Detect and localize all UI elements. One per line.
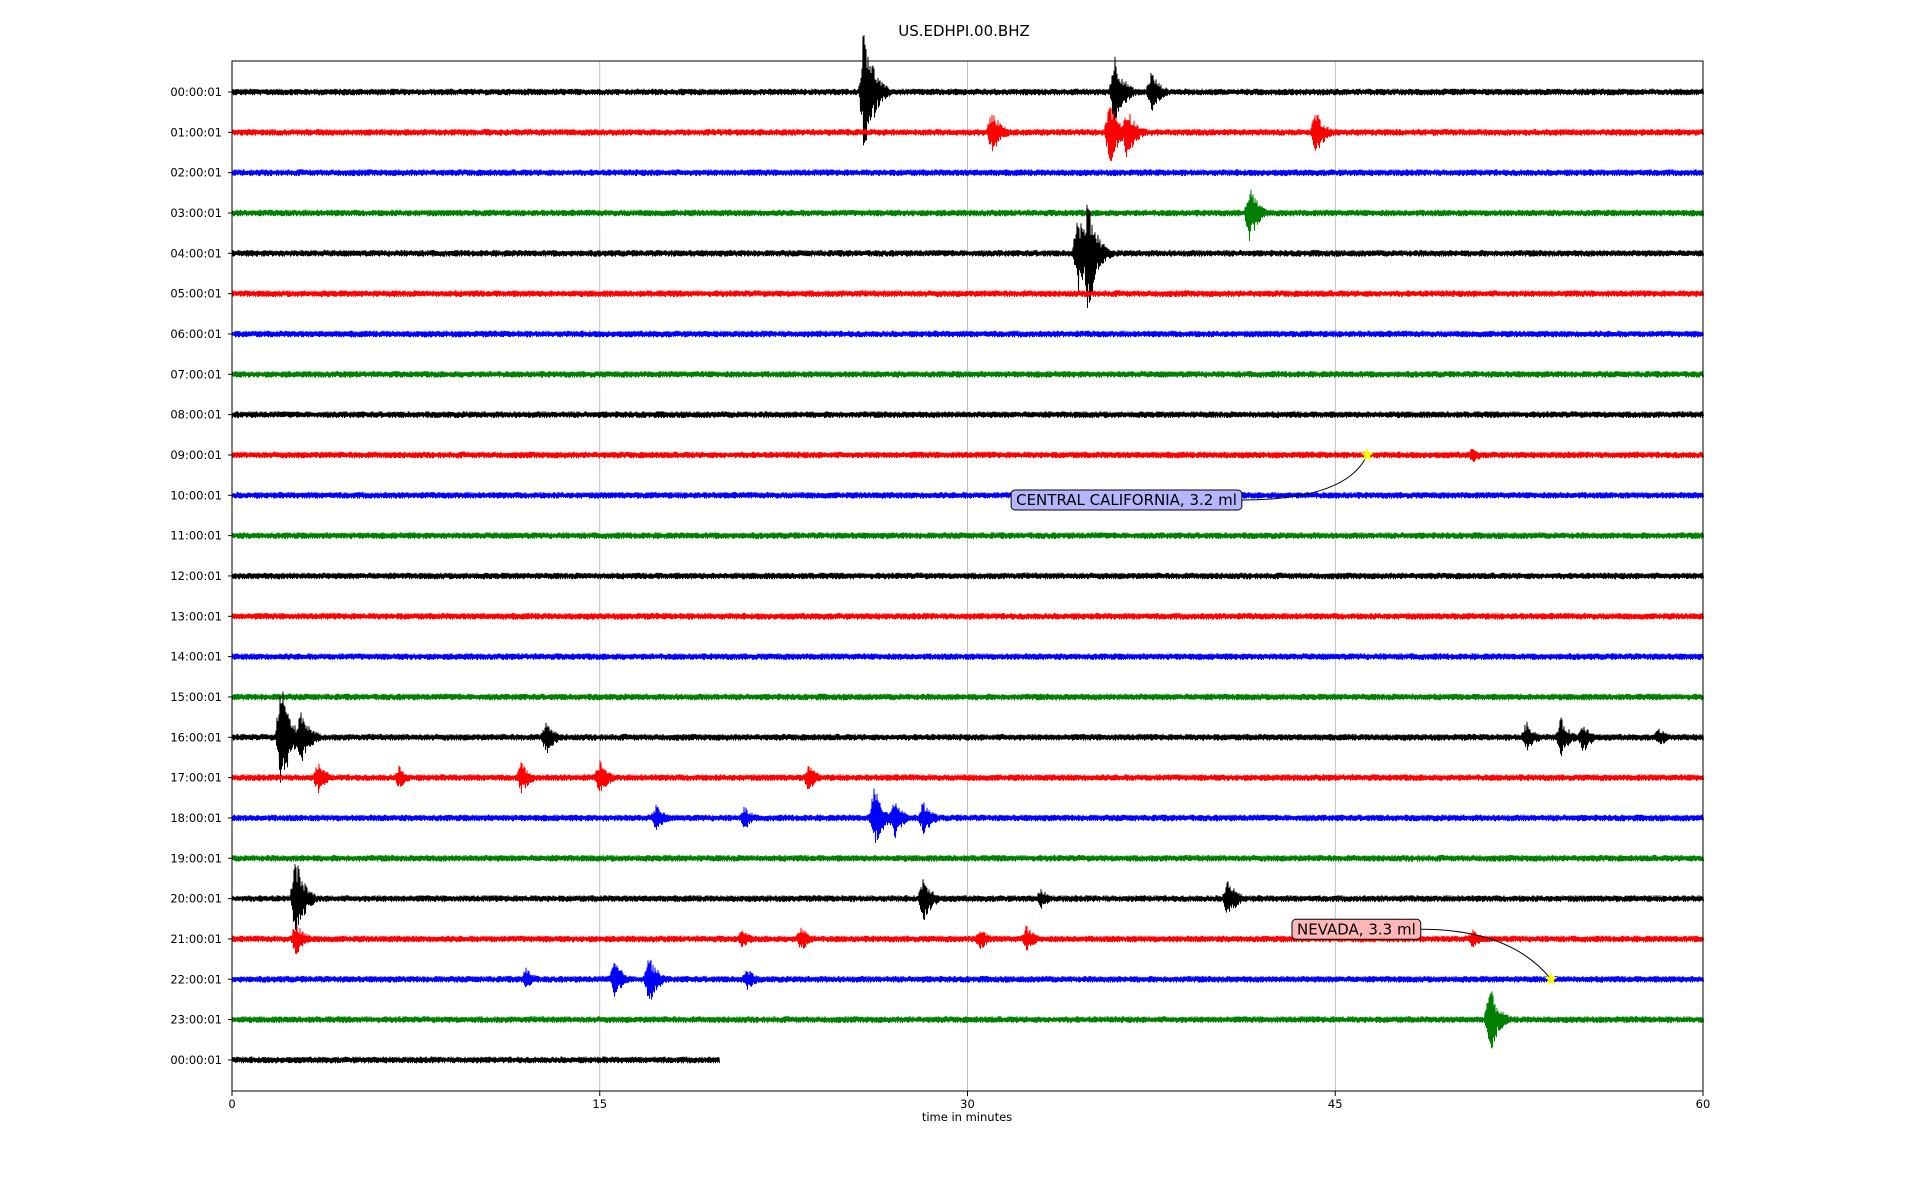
event-star-marker [1544, 972, 1558, 985]
x-tick-label: 0 [228, 1097, 235, 1111]
trace-row [231, 370, 1704, 378]
event-star-marker [1360, 448, 1374, 461]
y-tick-label: 04:00:01 [170, 246, 222, 260]
y-tick-label: 22:00:01 [170, 972, 222, 986]
trace-row [231, 864, 1704, 932]
trace-row [231, 448, 1704, 462]
y-tick-label: 18:00:01 [170, 811, 222, 825]
trace-row [231, 572, 1704, 580]
event-connector [1241, 454, 1368, 501]
trace-row [231, 532, 1704, 540]
trace-row [231, 290, 1704, 298]
trace-row [231, 612, 1704, 620]
y-tick-label: 17:00:01 [170, 771, 222, 785]
trace-row [231, 760, 1704, 794]
trace-row [231, 107, 1704, 162]
traces [231, 35, 1704, 1064]
y-tick-label: 16:00:01 [170, 730, 222, 744]
event-label: CENTRAL CALIFORNIA, 3.2 ml [1016, 491, 1237, 509]
y-tick-label: 13:00:01 [170, 609, 222, 623]
event-label-box [1010, 489, 1243, 511]
event-label: NEVADA, 3.3 ml [1297, 920, 1416, 938]
trace-row [231, 691, 1704, 783]
y-tick-label: 21:00:01 [170, 932, 222, 946]
x-axis-label: time in minutes [922, 1110, 1012, 1124]
trace-row [231, 1056, 720, 1064]
trace-row [231, 491, 1704, 499]
y-tick-label: 11:00:01 [170, 529, 222, 543]
trace-row [231, 330, 1704, 338]
y-tick-label: 01:00:01 [170, 125, 222, 139]
y-tick-label: 08:00:01 [170, 408, 222, 422]
y-tick-label: 09:00:01 [170, 448, 222, 462]
event-annotations: CENTRAL CALIFORNIA, 3.2 ml NEVADA, 3.3 ml [1010, 448, 1558, 985]
x-tick-label: 45 [1328, 1097, 1343, 1111]
y-tick-labels: 00:00:01 01:00:01 02:00:01 03:00:01 04:00:01… [170, 85, 232, 1067]
event-connector [1420, 928, 1552, 980]
y-tick-label: 06:00:01 [170, 327, 222, 341]
trace-row [231, 35, 1704, 146]
y-tick-label: 05:00:01 [170, 287, 222, 301]
y-tick-label: 00:00:01 [170, 1053, 222, 1067]
event-annotation: NEVADA, 3.3 ml [1291, 918, 1558, 985]
y-tick-label: 12:00:01 [170, 569, 222, 583]
trace-row [231, 189, 1704, 242]
y-tick-label: 19:00:01 [170, 851, 222, 865]
y-tick-label: 15:00:01 [170, 690, 222, 704]
y-tick-label: 02:00:01 [170, 166, 222, 180]
trace-row [231, 991, 1704, 1049]
x-tick-label: 15 [592, 1097, 607, 1111]
trace-row [231, 693, 1704, 701]
trace-row [231, 411, 1704, 419]
y-tick-label: 07:00:01 [170, 367, 222, 381]
trace-row [231, 653, 1704, 661]
chart-title: US.EDHPI.00.BHZ [898, 22, 1030, 40]
y-tick-label: 23:00:01 [170, 1013, 222, 1027]
event-annotation: CENTRAL CALIFORNIA, 3.2 ml [1010, 448, 1374, 511]
x-tick-labels: 0 15 30 45 60 [228, 1091, 1710, 1111]
x-tick-label: 30 [960, 1097, 975, 1111]
trace-row [231, 169, 1704, 177]
y-tick-label: 00:00:01 [170, 85, 222, 99]
y-tick-label: 14:00:01 [170, 650, 222, 664]
y-tick-label: 03:00:01 [170, 206, 222, 220]
x-tick-label: 60 [1696, 1097, 1711, 1111]
trace-row [231, 204, 1704, 308]
y-tick-label: 20:00:01 [170, 892, 222, 906]
y-tick-label: 10:00:01 [170, 488, 222, 502]
trace-row [231, 788, 1704, 844]
trace-row [231, 854, 1704, 862]
trace-row [231, 925, 1704, 955]
trace-row [231, 959, 1704, 1000]
